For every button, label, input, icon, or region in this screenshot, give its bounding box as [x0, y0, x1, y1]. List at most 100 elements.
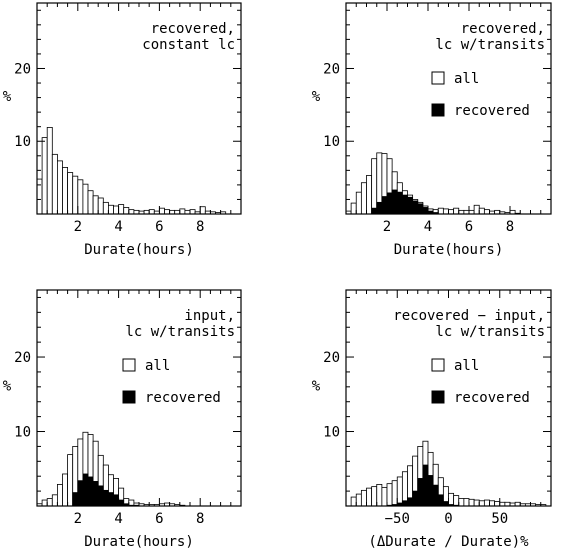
histogram-bar — [118, 204, 125, 215]
y-tick-label: 20 — [14, 350, 31, 366]
histogram-bar — [453, 207, 460, 215]
histogram-bar — [489, 500, 496, 507]
histogram-bar — [148, 209, 155, 215]
histogram-bar — [77, 179, 84, 215]
legend-swatch — [431, 103, 445, 117]
legend-label: recovered — [145, 390, 221, 406]
histogram-bar — [102, 489, 109, 507]
histogram-bar — [437, 494, 444, 507]
histogram-bar — [41, 499, 48, 507]
panel-annotation: recovered − input, — [393, 308, 545, 324]
legend-label: all — [145, 358, 170, 374]
histogram-bar — [422, 207, 429, 215]
histogram-bar — [427, 475, 434, 507]
histogram-bar — [350, 496, 357, 507]
x-tick-label: 4 — [424, 219, 432, 235]
histogram-bar — [92, 481, 99, 507]
histogram-bar — [158, 207, 165, 215]
histogram-bar — [118, 499, 125, 507]
histogram-bar — [407, 196, 414, 215]
histogram-bar — [437, 207, 444, 215]
legend-swatch — [431, 390, 445, 404]
histogram-bar — [448, 492, 455, 507]
histogram-bar — [432, 484, 439, 507]
x-tick-label: 8 — [506, 219, 514, 235]
series-recovered — [371, 189, 439, 215]
histogram-bar — [442, 501, 449, 507]
histogram-bar — [355, 493, 362, 507]
x-axis-label: Durate(hours) — [84, 242, 194, 258]
x-axis-label: (ΔDurate / Durate)% — [368, 534, 529, 550]
histogram-bar — [57, 483, 63, 507]
histogram-bar — [381, 196, 388, 215]
histogram-bar — [41, 137, 48, 215]
histogram-bar — [371, 207, 378, 215]
histogram-bar — [391, 189, 398, 215]
legend-swatch — [431, 71, 445, 85]
histogram-panel-4: −50 0 50 10 20% (ΔDurate / Durate)% recovered … — [312, 289, 552, 550]
x-tick-label: 4 — [114, 511, 122, 527]
histogram-bar — [396, 191, 403, 215]
histogram-bar — [458, 498, 465, 507]
histogram-bar — [108, 492, 114, 507]
histogram-bar — [448, 209, 455, 215]
x-tick-label: 50 — [491, 511, 508, 527]
histogram-bar — [189, 209, 196, 215]
histogram-bar — [371, 158, 378, 215]
histogram-bar — [381, 486, 388, 507]
legend-label: all — [454, 358, 479, 374]
legend-swatch — [122, 390, 136, 404]
histogram-bar — [82, 473, 89, 507]
histogram-bar — [412, 490, 419, 507]
series-counts — [36, 127, 227, 215]
histogram-bar — [62, 473, 68, 507]
legend-swatch — [122, 358, 136, 372]
histogram-bar — [51, 153, 58, 215]
y-axis-label: % — [312, 379, 321, 395]
histogram-bar — [453, 495, 460, 507]
histogram-bar — [51, 494, 58, 507]
histogram-panel-3: 2 4 6 8 10 20% Durate(hours) input,lc w/transit… — [3, 289, 242, 550]
histogram-bar — [92, 195, 99, 215]
panel-annotation: input, — [184, 308, 235, 324]
histogram-bar — [366, 487, 373, 507]
x-axis-label: Durate(hours) — [394, 242, 504, 258]
y-tick-label: 10 — [323, 425, 340, 441]
histogram-bar — [350, 202, 357, 215]
legend-label: recovered — [454, 390, 530, 406]
histogram-bar — [36, 178, 43, 215]
histogram-bar — [494, 501, 501, 507]
histogram-bar — [412, 200, 419, 215]
panel-annotation: lc w/transits — [435, 37, 545, 53]
histogram-bar — [371, 486, 378, 507]
y-tick-label: 10 — [14, 425, 31, 441]
x-tick-label: −50 — [385, 511, 410, 527]
histogram-bar — [366, 175, 373, 215]
legend-swatch — [431, 358, 445, 372]
histogram-bar — [478, 207, 485, 215]
histogram-bar — [463, 498, 470, 507]
legend-label: recovered — [454, 103, 530, 119]
panel-annotation: lc w/transits — [125, 324, 235, 340]
histogram-bar — [67, 454, 74, 507]
histogram-bar — [401, 194, 408, 215]
y-tick-label: 20 — [14, 61, 31, 77]
histogram-bar — [46, 498, 53, 507]
series-all — [350, 440, 547, 507]
histogram-bar — [113, 205, 119, 215]
x-tick-label: 4 — [114, 219, 122, 235]
histogram-bar — [376, 201, 383, 215]
histogram-bar — [113, 494, 119, 507]
histogram-bar — [102, 201, 109, 215]
histogram-bar — [67, 172, 74, 215]
histogram-panel-1: 2 4 6 8 10 20% Durate(hours) recovered,constant… — [3, 2, 242, 258]
histogram-bar — [57, 160, 63, 215]
y-axis-label: % — [3, 89, 12, 105]
histogram-bar — [82, 183, 89, 215]
legend-label: all — [454, 71, 479, 87]
y-tick-label: 20 — [323, 61, 340, 77]
histogram-bar — [46, 127, 53, 215]
histogram-bar — [386, 483, 393, 507]
x-tick-label: 6 — [465, 219, 473, 235]
x-axis-label: Durate(hours) — [84, 534, 194, 550]
